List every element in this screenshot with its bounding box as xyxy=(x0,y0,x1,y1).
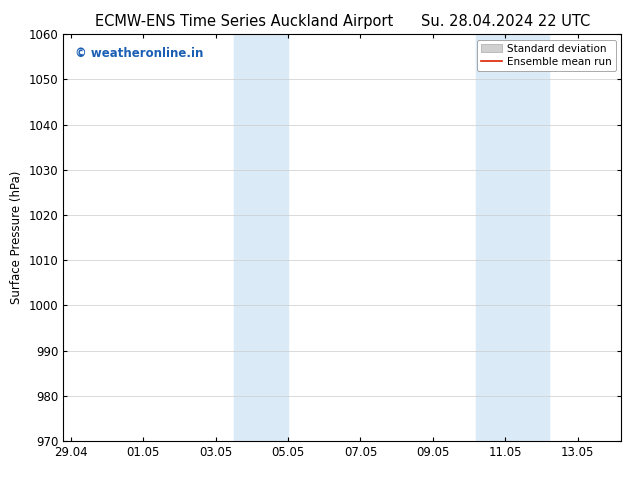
Legend: Standard deviation, Ensemble mean run: Standard deviation, Ensemble mean run xyxy=(477,40,616,71)
Y-axis label: Surface Pressure (hPa): Surface Pressure (hPa) xyxy=(10,171,23,304)
Text: © weatheronline.in: © weatheronline.in xyxy=(75,47,203,59)
Bar xyxy=(476,34,549,441)
Title: ECMW-ENS Time Series Auckland Airport      Su. 28.04.2024 22 UTC: ECMW-ENS Time Series Auckland Airport Su… xyxy=(94,14,590,29)
Bar xyxy=(234,34,288,441)
